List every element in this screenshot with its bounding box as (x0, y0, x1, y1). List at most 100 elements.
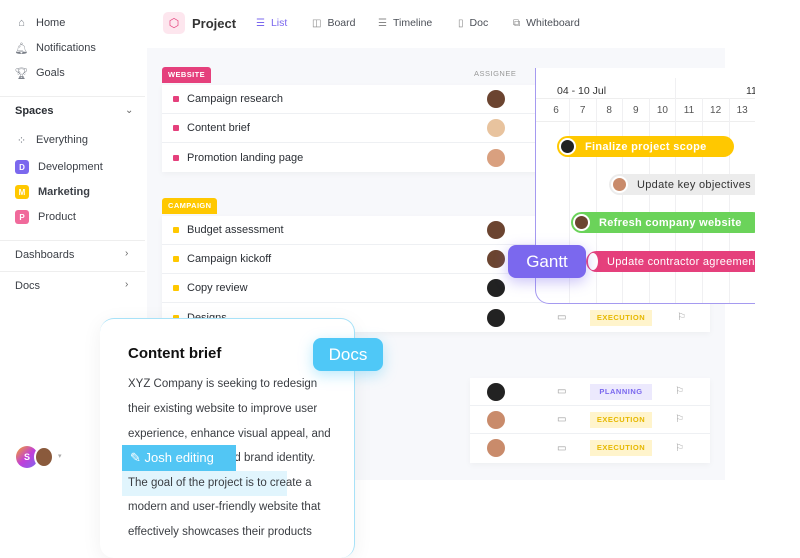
status-dot (173, 154, 179, 161)
doc-line: modern and user-friendly website that (128, 501, 321, 513)
page-title: Project (192, 16, 237, 31)
avatar (573, 214, 590, 231)
tab-whiteboard[interactable]: ⧉ Whiteboard (513, 17, 580, 29)
day-gridline (702, 98, 703, 303)
avatar (487, 148, 505, 167)
sidebar-item-goals[interactable]: 🏆︎ Goals (15, 64, 65, 82)
calendar-icon[interactable]: ▭ (557, 414, 567, 425)
tab-timeline[interactable]: ☰ Timeline (378, 17, 432, 29)
user-avatar[interactable]: S (16, 446, 38, 468)
calendar-icon[interactable]: ▭ (557, 312, 567, 323)
sidebar-item-marketing[interactable]: M Marketing (15, 183, 90, 201)
space-icon: M (15, 185, 29, 199)
assignee-header: ASSIGNEE (474, 69, 517, 78)
day-gridline (648, 98, 650, 303)
pencil-icon: ✎ (130, 450, 145, 465)
avatar (487, 439, 505, 457)
sidebar-item-home[interactable]: ⌂ Home (15, 14, 65, 32)
spaces-header[interactable]: Spaces (15, 102, 54, 120)
tab-board[interactable]: ◫ Board (312, 17, 355, 29)
tab-doc[interactable]: ▯ Doc (458, 17, 488, 29)
day-label: 12 (710, 105, 722, 116)
doc-card (100, 318, 355, 558)
trophy-icon: 🏆︎ (14, 67, 29, 80)
week-label: 04 - 10 Jul (557, 85, 607, 97)
status-rows: ▭ PLANNING ⚐ ▭ EXECUTION ⚐ ▭ EXECUTION ⚐ (470, 378, 710, 463)
table-row[interactable]: Campaign kickoff (162, 245, 710, 274)
editing-label: Josh editing (144, 450, 214, 465)
day-label: 6 (553, 105, 559, 116)
avatar (34, 446, 54, 468)
calendar-icon[interactable]: ▭ (557, 386, 567, 397)
tab-label: Whiteboard (526, 17, 580, 29)
task-name: Content brief (187, 122, 250, 134)
gantt-bar[interactable]: Finalize project scope (557, 136, 734, 157)
chevron-right-icon[interactable]: › (125, 248, 129, 259)
timeline-icon: ☰ (378, 17, 387, 29)
status-badge[interactable]: EXECUTION (590, 412, 652, 428)
table-row[interactable]: Campaign research (162, 85, 542, 114)
status-badge[interactable]: EXECUTION (590, 310, 652, 326)
task-name: Budget assessment (187, 224, 284, 236)
gantt-card: 04 - 10 Jul 11 - 17 Jul 67891011121314 F… (535, 68, 755, 304)
day-gridline (622, 98, 624, 303)
status-badge[interactable]: PLANNING (590, 384, 652, 400)
status-dot (173, 256, 179, 262)
bar-label: Finalize project scope (585, 140, 707, 153)
status-badge[interactable]: EXECUTION (590, 440, 652, 456)
doc-line: XYZ Company is seeking to redesign (128, 378, 318, 390)
group-badge-campaign[interactable]: CAMPAIGN (162, 198, 218, 214)
group-badge-website[interactable]: WEBSITE (162, 67, 211, 83)
sidebar-item-development[interactable]: D Development (15, 158, 103, 176)
tab-list[interactable]: ☰ List (256, 17, 287, 29)
day-gridline (569, 98, 570, 303)
table-row[interactable]: Copy review (162, 274, 710, 303)
status-dot (173, 125, 179, 131)
table-row[interactable]: ▭ PLANNING ⚐ (470, 378, 710, 406)
task-name: Campaign kickoff (187, 253, 272, 265)
divider (536, 121, 755, 122)
gantt-bar[interactable]: Update contractor agreement (586, 251, 755, 272)
table-row[interactable]: Budget assessment (162, 216, 710, 245)
whiteboard-icon: ⧉ (513, 17, 521, 29)
sidebar-item-docs[interactable]: Docs (15, 277, 40, 295)
sidebar-item-dashboards[interactable]: Dashboards (15, 246, 74, 264)
avatar (611, 176, 628, 193)
status-dot (173, 285, 179, 291)
sidebar-item-product[interactable]: P Product (15, 208, 76, 226)
label: Everything (36, 134, 88, 146)
group-website: Campaign research Content brief Promotio… (162, 85, 542, 172)
doc-line: The goal of the project is to create a (128, 477, 312, 489)
day-label: 9 (633, 105, 639, 116)
caret-down-icon[interactable]: ▾ (58, 453, 62, 460)
bar-label: Refresh company website (599, 216, 742, 229)
table-row[interactable]: Designs ▭ EXECUTION ⚐ (162, 303, 710, 332)
table-row[interactable]: ▭ EXECUTION ⚐ (470, 406, 710, 434)
gantt-bar[interactable]: Update key objectives (609, 174, 755, 195)
task-name: Campaign research (187, 93, 283, 105)
week-label: 11 - 17 Jul (746, 85, 755, 97)
day-gridline (595, 98, 597, 303)
chevron-down-icon[interactable]: ⌄ (125, 105, 134, 116)
day-label: 7 (579, 105, 586, 116)
doc-line: effectively showcases their products (128, 526, 312, 538)
calendar-icon[interactable]: ▭ (557, 442, 567, 454)
gantt-bar[interactable]: Refresh company website (571, 212, 755, 233)
flag-icon[interactable]: ⚐ (677, 312, 686, 323)
label: Spaces (15, 105, 54, 117)
docs-label: Docs (313, 338, 383, 371)
label: Home (36, 17, 66, 29)
sidebar-item-everything[interactable]: ⁘ Everything (15, 131, 88, 149)
flag-icon[interactable]: ⚐ (675, 386, 684, 397)
sidebar-item-notifications[interactable]: 🔔︎ Notifications (15, 39, 96, 57)
table-row[interactable]: Content brief (162, 114, 542, 143)
label: Notifications (36, 42, 96, 54)
table-row[interactable]: Promotion landing page (162, 143, 542, 172)
table-row[interactable]: ▭ EXECUTION ⚐ (470, 434, 710, 462)
flag-icon[interactable]: ⚐ (675, 442, 684, 454)
chevron-right-icon[interactable]: › (125, 279, 129, 290)
list-icon: ☰ (256, 17, 265, 29)
avatar (559, 138, 576, 155)
gantt-label: Gantt (508, 245, 586, 278)
flag-icon[interactable]: ⚐ (675, 414, 684, 425)
